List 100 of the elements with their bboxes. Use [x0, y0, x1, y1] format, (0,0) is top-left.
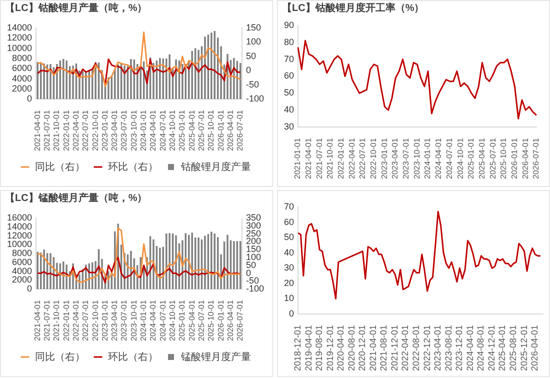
y-tick-label: 8000 [12, 52, 32, 63]
x-tick-label: 2026-04-01 [226, 110, 235, 151]
y-tick-label: 16000 [6, 212, 32, 222]
x-tick-label: 2021-12-01 [389, 324, 400, 372]
x-tick-label: 2026-04-01 [530, 324, 540, 372]
x-tick-label: 2025-10-01 [206, 110, 216, 151]
y2-tick-label: 200 [246, 236, 262, 246]
x-tick-label: 2023-10-01 [129, 110, 138, 151]
x-tick-label: 2022-10-01 [90, 110, 100, 151]
y2-tick-label: 300 [246, 220, 262, 230]
x-tick-label: 2026-01-01 [216, 110, 226, 151]
x-tick-label: 2023-07-01 [120, 300, 129, 341]
x-tick-label: 2025-01-01 [466, 138, 476, 179]
x-tick-label: 2023-08-01 [443, 324, 454, 372]
legend-label: 同比（右） [35, 350, 85, 363]
y-tick-label: 0 [288, 308, 294, 318]
y-tick-label: 4000 [12, 266, 32, 276]
x-tick-label: 2022-04-01 [71, 300, 80, 341]
y-tick-label: 6000 [12, 63, 32, 74]
x-tick-label: 2025-07-01 [196, 110, 206, 151]
x-tick-label: 2020-12-01 [357, 324, 368, 372]
x-tick-label: 2022-10-01 [90, 300, 100, 341]
y-tick-label: 6000 [12, 256, 32, 267]
x-tick-label: 2021-04-01 [368, 324, 378, 372]
legend-label: 钴酸锂月度产量 [180, 160, 251, 173]
y-tick-label: 30 [284, 262, 294, 273]
x-tick-label: 2025-04-01 [477, 138, 486, 179]
y2-tick-label: -50 [246, 79, 259, 90]
x-tick-label: 2019-08-01 [314, 324, 324, 372]
y-tick-label: 10000 [6, 42, 32, 53]
y-tick-label: 14000 [6, 22, 32, 32]
x-tick-label: 2022-10-01 [369, 138, 378, 179]
x-tick-label: 2021-04-01 [304, 138, 314, 179]
y2-tick-label: 0 [246, 268, 251, 278]
x-tick-label: 2020-04-01 [336, 324, 346, 372]
y2-tick-label: 250 [246, 228, 262, 238]
x-tick-label: 2025-07-01 [196, 300, 206, 341]
y-tick-label: 12000 [6, 32, 32, 43]
x-tick-label: 2025-04-01 [187, 110, 196, 151]
x-tick-label: 2019-04-01 [303, 324, 314, 372]
x-tick-label: 2022-01-01 [336, 138, 346, 179]
x-tick-label: 2023-07-01 [120, 110, 129, 151]
x-tick-label: 2026-07-01 [236, 110, 245, 151]
x-tick-label: 2019-12-01 [324, 324, 335, 372]
y-tick-label: 12000 [6, 230, 32, 240]
x-tick-label: 2022-01-01 [62, 300, 71, 341]
x-tick-label: 2021-10-01 [52, 300, 62, 341]
x-tick-label: 2025-12-01 [518, 324, 529, 372]
x-tick-label: 2023-01-01 [100, 110, 110, 151]
y-tick-label: 70 [284, 54, 294, 64]
x-tick-label: 2021-10-01 [326, 138, 335, 179]
y-tick-label: 30 [284, 122, 294, 132]
x-tick-label: 2024-10-01 [168, 110, 177, 151]
chart-title: 【LC】钴酸锂月度开工率（%） [281, 1, 426, 16]
x-tick-label: 2024-07-01 [158, 110, 168, 151]
x-tick-label: 2021-08-01 [378, 324, 389, 372]
x-tick-label: 2024-04-01 [464, 324, 475, 372]
y2-tick-label: 100 [246, 36, 262, 47]
x-tick-label: 2026-01-01 [510, 138, 519, 179]
y-tick-label: 60 [284, 216, 294, 227]
x-tick-label: 2024-10-01 [168, 300, 177, 341]
x-tick-label: 2025-10-01 [499, 138, 508, 179]
x-tick-label: 2025-10-01 [206, 300, 216, 341]
x-tick-label: 2023-01-01 [100, 300, 110, 341]
x-tick-label: 2025-04-01 [497, 324, 508, 372]
y2-tick-label: 50 [246, 260, 256, 270]
x-tick-label: 2022-04-01 [347, 138, 356, 179]
y-tick-label: 8000 [12, 248, 32, 258]
x-tick-label: 2024-04-01 [148, 110, 158, 151]
x-tick-label: 2025-08-01 [508, 324, 518, 372]
x-tick-label: 2023-07-01 [402, 138, 411, 179]
x-tick-label: 2021-04-01 [32, 300, 42, 341]
x-tick-label: 2021-01-01 [293, 138, 302, 179]
y-tick-label: 50 [284, 88, 294, 98]
x-tick-label: 2023-04-01 [432, 324, 443, 372]
legend-label: 同比（右） [35, 160, 85, 173]
x-tick-label: 2023-10-01 [412, 138, 422, 179]
x-tick-label: 2024-01-01 [139, 300, 148, 341]
x-tick-label: 2021-07-01 [42, 110, 52, 151]
y2-tick-label: 350 [246, 212, 262, 222]
x-tick-label: 2023-04-01 [110, 300, 120, 341]
y-tick-label: 2000 [12, 274, 32, 285]
chart-title: 【LC】锰酸锂月产量（吨，%） [4, 192, 148, 206]
x-tick-label: 2022-07-01 [81, 110, 90, 151]
y2-tick-label: 100 [246, 252, 262, 262]
y-tick-label: 10 [284, 293, 294, 304]
x-tick-label: 2025-04-01 [187, 300, 196, 341]
x-tick-label: 2022-08-01 [411, 324, 422, 372]
legend-label: 环比（右） [108, 350, 158, 363]
y-tick-label: 80 [284, 36, 294, 47]
y2-tick-label: 50 [246, 50, 256, 61]
legend-label: 环比（右） [108, 160, 158, 173]
x-tick-label: 2024-07-01 [158, 300, 168, 341]
y-tick-label: 70 [284, 201, 294, 212]
x-tick-label: 2024-04-01 [148, 300, 158, 341]
y2-tick-label: -100 [246, 284, 264, 294]
y-tick-label: 50 [284, 232, 294, 242]
x-tick-label: 2021-07-01 [42, 300, 52, 341]
y2-tick-label: -50 [246, 276, 259, 286]
x-tick-label: 2023-10-01 [129, 300, 138, 341]
